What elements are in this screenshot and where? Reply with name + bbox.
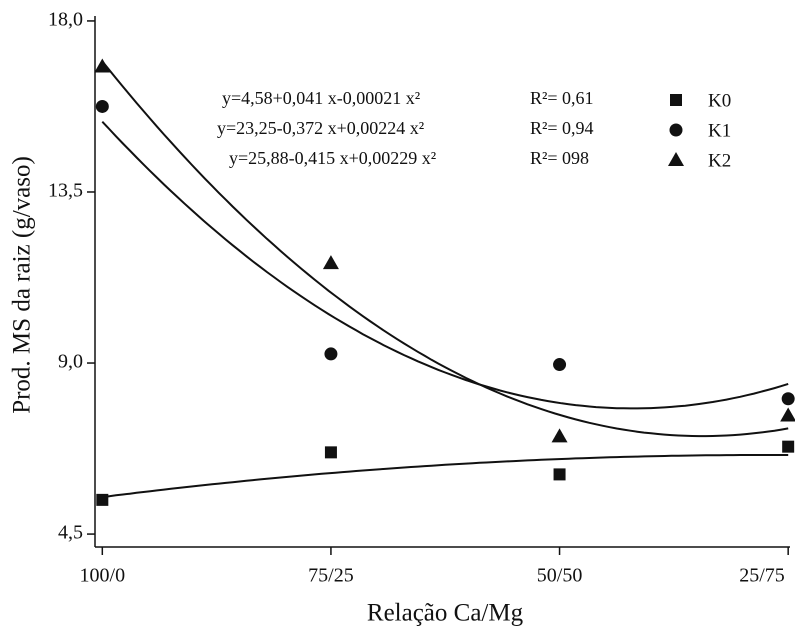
- fit-r2: R²= 0,61: [530, 88, 594, 108]
- fit-curve: [101, 121, 789, 410]
- fit-r2: R²= 098: [530, 148, 589, 168]
- y-tick-label: 13,5: [48, 180, 83, 202]
- point: [551, 428, 568, 443]
- point: [781, 392, 795, 406]
- point: [780, 407, 795, 422]
- legend-label: K2: [708, 150, 731, 171]
- point: [553, 358, 567, 372]
- x-tick-label: 25/75: [739, 565, 785, 587]
- x-tick-label: 100/0: [80, 565, 126, 587]
- fit-curve: [101, 60, 789, 438]
- y-tick-label: 4,5: [58, 522, 83, 544]
- point: [324, 347, 338, 361]
- x-tick-label: 75/25: [308, 565, 354, 587]
- point: [324, 446, 337, 459]
- point: [96, 493, 109, 506]
- point: [553, 468, 566, 481]
- legend-marker: [668, 152, 684, 166]
- point: [322, 255, 339, 270]
- legend-marker: [670, 94, 682, 106]
- legend-label: K0: [708, 90, 731, 111]
- fit-equation: y=25,88-0,415 x+0,00229 x²: [229, 148, 436, 168]
- point: [95, 99, 109, 113]
- legend-label: K1: [708, 120, 731, 141]
- y-tick-label: 9,0: [58, 351, 83, 373]
- fit-equation: y=4,58+0,041 x-0,00021 x²: [222, 88, 420, 108]
- y-axis-label: Prod. MS da raiz (g/vaso): [9, 156, 36, 414]
- y-tick-label: 18,0: [48, 9, 83, 31]
- point: [94, 58, 111, 73]
- fit-curve: [102, 454, 789, 499]
- fit-r2: R²= 0,94: [530, 118, 594, 138]
- x-axis-label: Relação Ca/Mg: [367, 600, 524, 627]
- x-tick-label: 50/50: [537, 565, 583, 587]
- fit-equation: y=23,25-0,372 x+0,00224 x²: [217, 118, 424, 138]
- legend-marker: [669, 123, 683, 137]
- point: [782, 440, 795, 453]
